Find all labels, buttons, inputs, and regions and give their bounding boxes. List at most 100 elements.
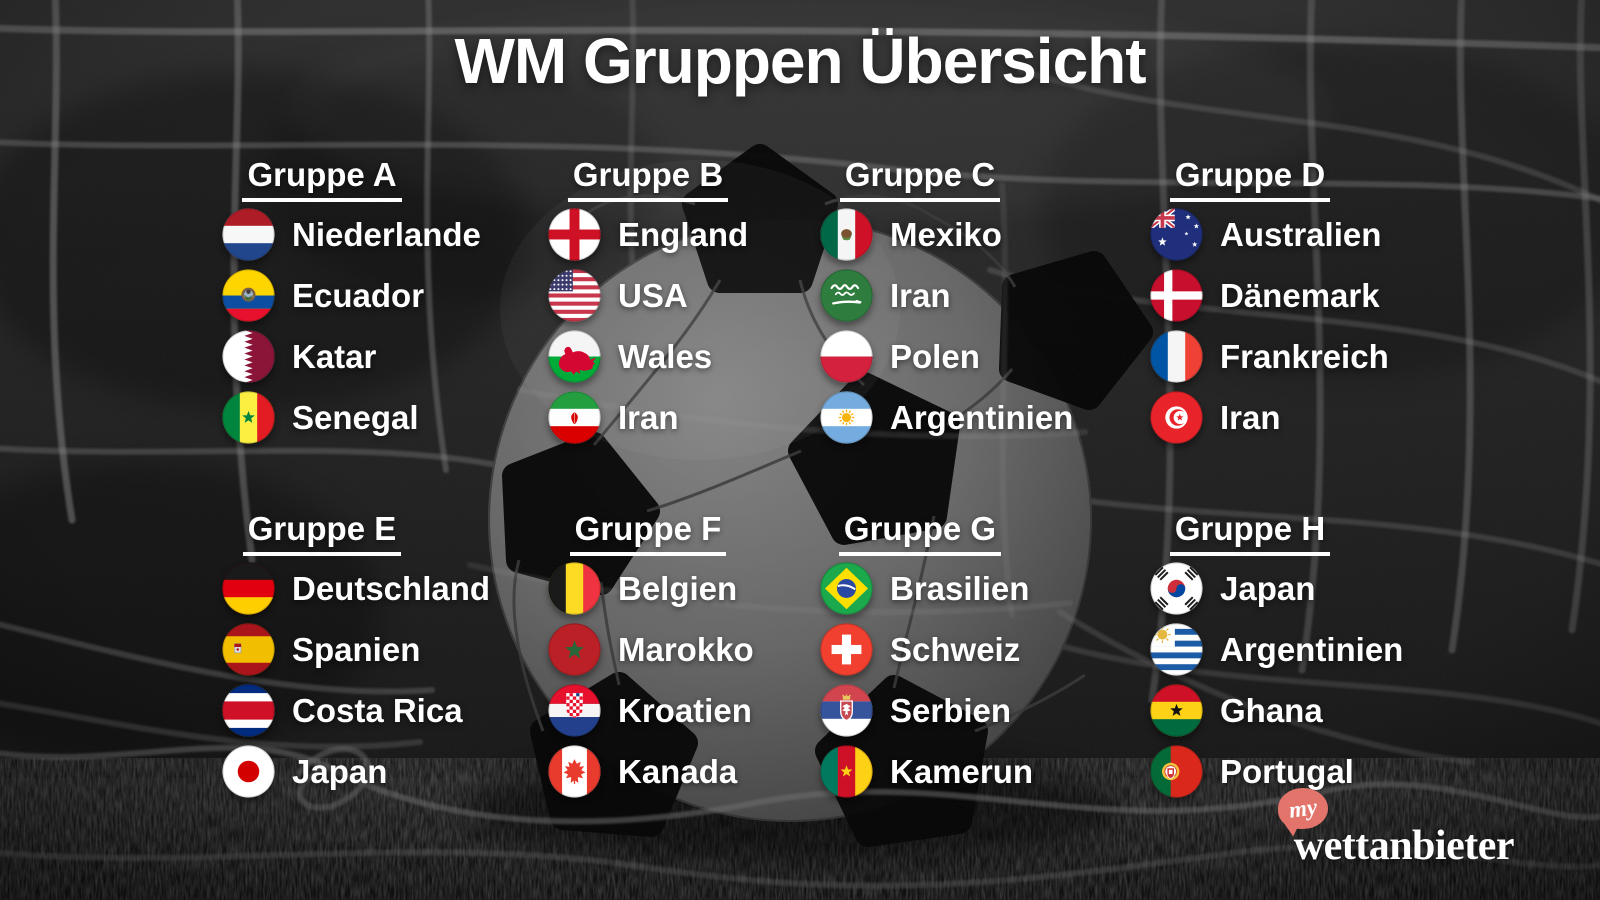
flag-senegal-icon [222,391,275,444]
team-row: Portugal [1150,741,1490,802]
flag-wales-icon [548,330,601,383]
team-row: Ecuador [222,265,562,326]
team-row: Niederlande [222,204,562,265]
team-name: Kroatien [618,691,752,729]
team-row: Australien [1150,204,1490,265]
team-row: England [548,204,888,265]
team-row: Ghana [1150,680,1490,741]
group-f: Gruppe F Belgien Marokko Kroatien Kanada [548,510,888,802]
flag-brazil-icon [820,562,873,615]
team-row: Marokko [548,619,888,680]
team-name: Niederlande [292,215,481,253]
team-list: Mexiko Iran Polen Argentinien [820,204,1160,448]
group-g: Gruppe G Brasilien Schweiz Serbien Kamerun [820,510,1160,802]
group-header: Gruppe B [548,156,748,202]
team-row: Senegal [222,387,562,448]
flag-ghana-icon [1150,684,1203,737]
group-header: Gruppe D [1150,156,1350,202]
team-list: Belgien Marokko Kroatien Kanada [548,558,888,802]
team-row: Argentinien [1150,619,1490,680]
team-name: Argentinien [1220,630,1404,668]
flag-canada-icon [548,745,601,798]
group-header: Gruppe H [1150,510,1350,556]
team-name: Wales [618,337,713,375]
group-h: Gruppe H Japan Argentinien Ghana Portugal [1150,510,1490,802]
team-name: Marokko [618,630,754,668]
team-name: Ghana [1220,691,1323,729]
team-name: Dänemark [1220,276,1380,314]
team-row: Iran [548,387,888,448]
team-name: Iran [890,276,951,314]
team-list: Deutschland Spanien Costa Rica Japan [222,558,562,802]
group-label: Gruppe D [1169,156,1331,202]
flag-qatar-icon [222,330,275,383]
team-row: Katar [222,326,562,387]
team-row: Costa Rica [222,680,562,741]
team-list: Australien Dänemark Frankreich Iran [1150,204,1490,448]
flag-australia-icon [1150,208,1203,261]
team-name: Brasilien [890,569,1030,607]
team-row: Spanien [222,619,562,680]
flag-cameroon-icon [820,745,873,798]
flag-south-korea-icon [1150,562,1203,615]
flag-saudi-arabia-icon [820,269,873,322]
team-row: Brasilien [820,558,1160,619]
team-row: Frankreich [1150,326,1490,387]
team-row: Kamerun [820,741,1160,802]
flag-france-icon [1150,330,1203,383]
flag-germany-icon [222,562,275,615]
brand-name: wettanbieter [1293,823,1515,869]
group-header: Gruppe G [820,510,1020,556]
team-name: Australien [1220,215,1382,253]
team-name: Deutschland [292,569,491,607]
team-name: Frankreich [1220,337,1389,375]
flag-uruguay-icon [1150,623,1203,676]
brand-logo: my wettanbieter [1277,788,1515,870]
team-row: Kanada [548,741,888,802]
team-list: Niederlande Ecuador Katar Senegal [222,204,562,448]
team-list: Japan Argentinien Ghana Portugal [1150,558,1490,802]
flag-england-icon [548,208,601,261]
flag-portugal-icon [1150,745,1203,798]
flag-spain-icon [222,623,275,676]
team-name: Argentinien [890,398,1074,436]
team-row: Dänemark [1150,265,1490,326]
team-row: Deutschland [222,558,562,619]
speech-bubble-icon: my [1277,788,1328,837]
flag-morocco-icon [548,623,601,676]
group-e: Gruppe E Deutschland Spanien Costa Rica Japa… [222,510,562,802]
flag-tunisia-icon [1150,391,1203,444]
team-list: England USA Wales Iran [548,204,888,448]
group-label: Gruppe G [838,510,1002,556]
group-c: Gruppe C Mexiko Iran Polen Argentinien [820,156,1160,448]
group-label: Gruppe F [569,510,727,556]
flag-poland-icon [820,330,873,383]
team-row: Belgien [548,558,888,619]
team-name: Ecuador [292,276,425,314]
team-name: Kanada [618,752,738,790]
team-name: Serbien [890,691,1012,729]
group-label: Gruppe A [242,156,402,202]
team-row: USA [548,265,888,326]
team-row: Polen [820,326,1160,387]
group-label: Gruppe E [242,510,402,556]
team-name: Iran [618,398,679,436]
group-header: Gruppe F [548,510,748,556]
team-row: Iran [1150,387,1490,448]
group-header: Gruppe A [222,156,422,202]
flag-belgium-icon [548,562,601,615]
team-name: Japan [292,752,388,790]
team-name: Polen [890,337,980,375]
team-row: Iran [820,265,1160,326]
flag-mexico-icon [820,208,873,261]
team-name: Kamerun [890,752,1034,790]
flag-iran-icon [548,391,601,444]
flag-argentina-icon [820,391,873,444]
page-title: WM Gruppen Übersicht [454,25,1146,97]
group-header: Gruppe C [820,156,1020,202]
group-label: Gruppe B [567,156,729,202]
flag-denmark-icon [1150,269,1203,322]
team-name: Iran [1220,398,1281,436]
